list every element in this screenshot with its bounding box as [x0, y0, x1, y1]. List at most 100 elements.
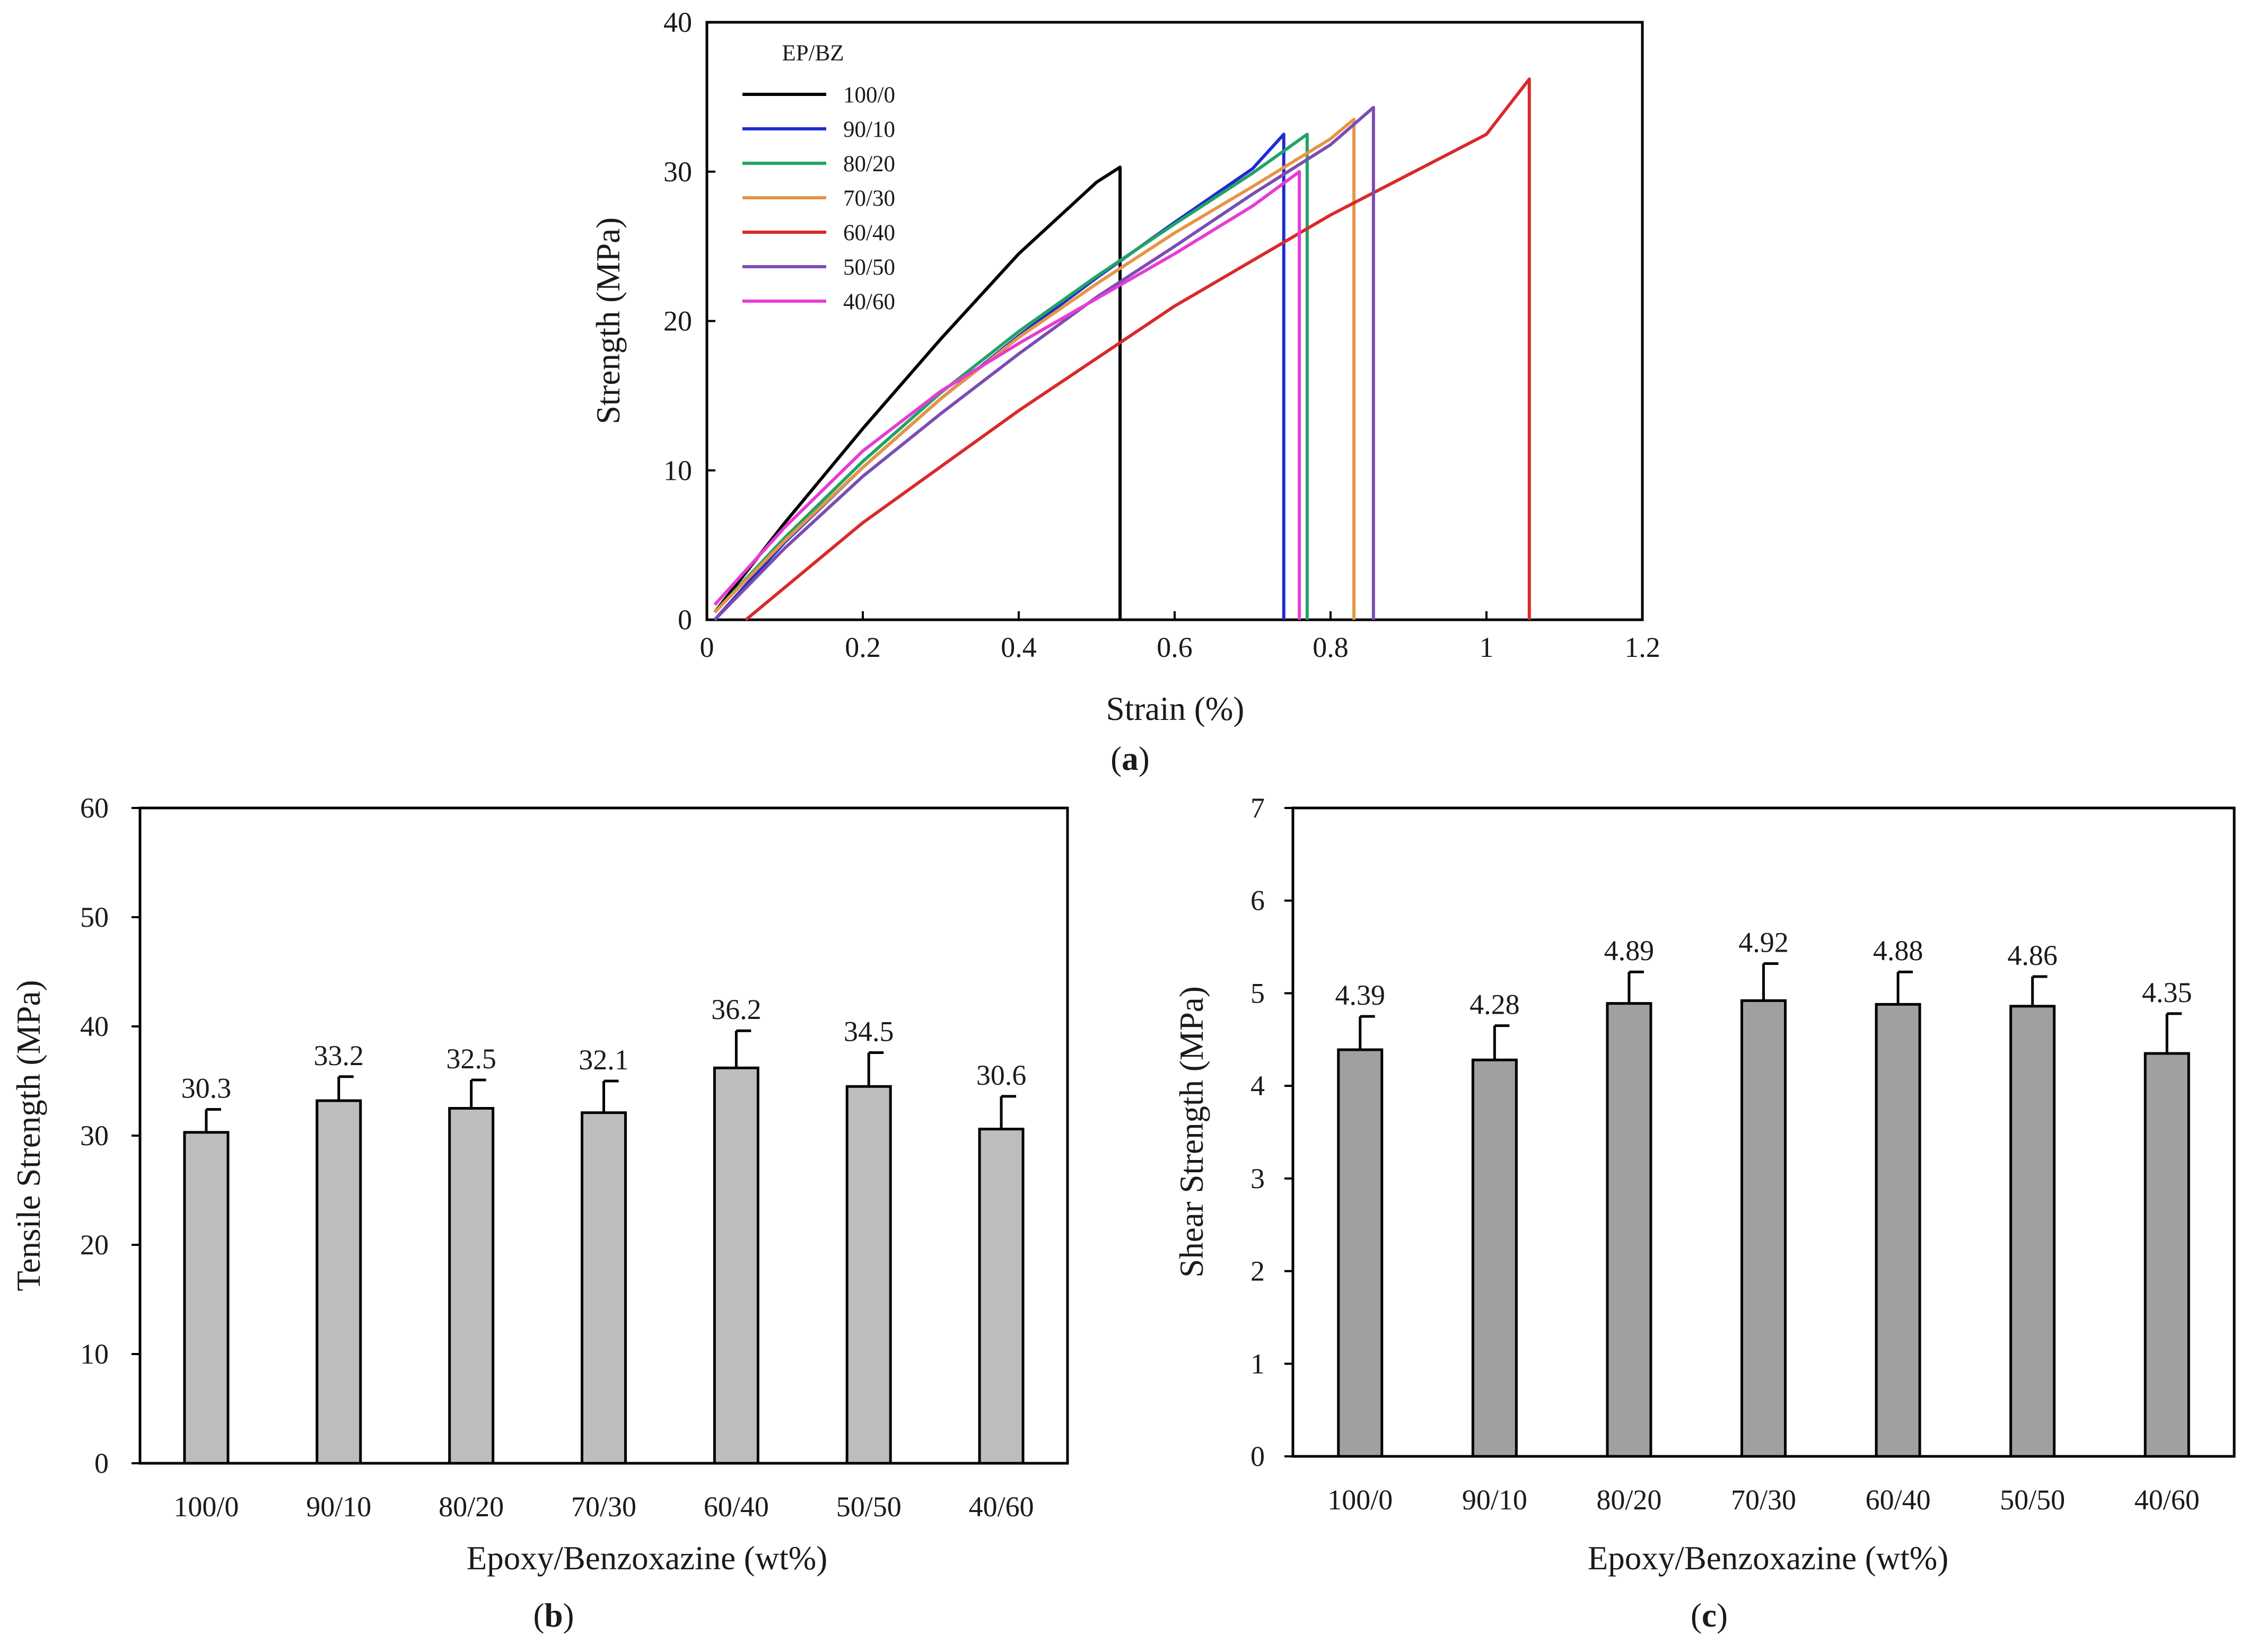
panel-a-label: (a) — [1110, 740, 1149, 777]
x-tick-label-50-50: 50/50 — [836, 1491, 902, 1523]
panel-c-bar-chart: 0 1 2 3 4 5 6 7 4.39 100/0 4.28 90/10 4.89 80/20 4.92… — [1173, 792, 2236, 1634]
panel-a-series-lines — [713, 77, 1531, 621]
value-label-50-50: 34.5 — [844, 1015, 894, 1047]
panel-b-y-axis-title: Tensile Strength (MPa) — [10, 980, 47, 1291]
panel-a-y-axis-title: Strength (MPa) — [590, 217, 627, 424]
y-tick-label: 0 — [1250, 1440, 1265, 1472]
legend-label-90-10: 90/10 — [843, 117, 895, 142]
bar-50-50 — [2009, 1005, 2056, 1458]
panel-b-label: (b) — [533, 1597, 574, 1634]
x-tick-label-100-0: 100/0 — [173, 1491, 239, 1523]
value-label-60-40: 4.88 — [1873, 935, 1923, 966]
y-tick-label: 30 — [663, 156, 692, 188]
value-label-100-0: 30.3 — [181, 1073, 232, 1104]
series-line-80-20 — [713, 133, 1309, 620]
legend-label-100-0: 100/0 — [843, 83, 895, 108]
bar-60-40 — [1875, 1003, 1921, 1458]
y-tick-label: 5 — [1250, 977, 1265, 1009]
series-line-70-30 — [713, 118, 1356, 620]
y-tick-label: 0 — [94, 1447, 109, 1479]
bar-70-30 — [1740, 999, 1787, 1458]
panel-b-tick-marks — [132, 807, 140, 1464]
legend-label-60-40: 60/40 — [843, 221, 895, 245]
panel-a-y-tick-labels: 0 10 20 30 40 — [663, 6, 692, 636]
panel-b-bars: 30.3 100/0 33.2 90/10 32.5 80/20 32.1 70/30 36.2… — [173, 994, 1034, 1523]
x-tick-label: 0.2 — [845, 631, 881, 663]
y-tick-label: 10 — [663, 454, 692, 486]
bar-70-30 — [581, 1111, 627, 1465]
y-tick-label: 50 — [80, 901, 109, 933]
value-label-60-40: 36.2 — [711, 994, 762, 1025]
y-tick-label: 4 — [1250, 1070, 1265, 1102]
panel-a-tick-marks — [706, 21, 1643, 621]
panel-c-bars: 4.39 100/0 4.28 90/10 4.89 80/20 4.92 70/30 4.88… — [1327, 927, 2199, 1516]
panel-a-legend: EP/BZ 100/0 90/10 80/20 70/30 60/40 50/50 40/6… — [742, 41, 895, 314]
panel-a-line-chart: 0 0.2 0.4 0.6 0.8 1 1.2 0 10 20 30 40 EP/BZ 100/0 9… — [590, 6, 1660, 777]
value-label-40-60: 4.35 — [2142, 977, 2192, 1008]
value-label-80-20: 32.5 — [446, 1043, 496, 1075]
panel-c-y-tick-labels: 0 1 2 3 4 5 6 7 — [1250, 792, 1265, 1472]
y-tick-label: 20 — [663, 305, 692, 337]
y-tick-label: 7 — [1250, 792, 1265, 824]
x-tick-label: 0 — [700, 631, 714, 663]
x-tick-label-50-50: 50/50 — [2000, 1484, 2065, 1516]
panel-c-x-axis-title: Epoxy/Benzoxazine (wt%) — [1588, 1540, 1949, 1577]
x-tick-label: 0.6 — [1157, 631, 1193, 663]
x-tick-label-100-0: 100/0 — [1327, 1484, 1393, 1516]
y-tick-label: 10 — [80, 1338, 109, 1370]
y-tick-label: 0 — [678, 604, 692, 636]
panel-b-y-tick-labels: 0 10 20 30 40 50 60 — [80, 792, 109, 1479]
x-tick-label: 0.4 — [1001, 631, 1037, 663]
series-line-60-40 — [745, 77, 1531, 621]
value-label-90-10: 4.28 — [1469, 989, 1520, 1021]
panel-a-x-tick-labels: 0 0.2 0.4 0.6 0.8 1 1.2 — [700, 631, 1660, 663]
x-tick-label-80-20: 80/20 — [439, 1491, 504, 1523]
x-tick-label-80-20: 80/20 — [1596, 1484, 1661, 1516]
value-label-100-0: 4.39 — [1335, 979, 1386, 1011]
x-tick-label: 1.2 — [1624, 631, 1660, 663]
x-tick-label-90-10: 90/10 — [1462, 1484, 1527, 1516]
value-label-50-50: 4.86 — [2007, 939, 2058, 971]
y-tick-label: 6 — [1250, 885, 1265, 917]
x-tick-label: 0.8 — [1313, 631, 1349, 663]
bar-50-50 — [845, 1085, 892, 1465]
panel-c-tick-marks — [1284, 807, 1293, 1457]
y-tick-label: 2 — [1250, 1255, 1265, 1287]
y-tick-label: 60 — [80, 792, 109, 824]
bar-80-20 — [1606, 1002, 1652, 1458]
series-line-100-0 — [713, 165, 1122, 620]
legend-label-40-60: 40/60 — [843, 289, 895, 314]
panel-b-x-axis-title: Epoxy/Benzoxazine (wt%) — [467, 1540, 828, 1577]
y-tick-label: 40 — [80, 1010, 109, 1042]
x-tick-label-40-60: 40/60 — [2134, 1484, 2200, 1516]
legend-title: EP/BZ — [782, 41, 844, 66]
panel-c-label: (c) — [1691, 1597, 1728, 1634]
y-tick-label: 30 — [80, 1120, 109, 1152]
x-tick-label-70-30: 70/30 — [571, 1491, 636, 1523]
y-tick-label: 3 — [1250, 1163, 1265, 1194]
x-tick-label-60-40: 60/40 — [704, 1491, 769, 1523]
x-tick-label-40-60: 40/60 — [969, 1491, 1034, 1523]
legend-label-50-50: 50/50 — [843, 255, 895, 280]
panel-b-bar-chart: 0 10 20 30 40 50 60 30.3 100/0 33.2 90/10 32.5 80/2… — [10, 792, 1069, 1634]
y-tick-label: 40 — [663, 6, 692, 38]
legend-label-80-20: 80/20 — [843, 152, 895, 177]
y-tick-label: 1 — [1250, 1348, 1265, 1379]
value-label-40-60: 30.6 — [976, 1059, 1027, 1091]
x-tick-label-60-40: 60/40 — [1866, 1484, 1931, 1516]
panel-c-y-axis-title: Shear Strength (MPa) — [1173, 986, 1210, 1277]
x-tick-label-70-30: 70/30 — [1731, 1484, 1796, 1516]
x-tick-label-90-10: 90/10 — [306, 1491, 371, 1523]
bar-100-0 — [1337, 1048, 1384, 1458]
series-line-40-60 — [713, 170, 1301, 620]
bar-40-60 — [978, 1128, 1025, 1465]
bar-90-10 — [316, 1099, 362, 1465]
bar-90-10 — [1471, 1058, 1518, 1458]
value-label-70-30: 4.92 — [1738, 927, 1789, 959]
panel-a-x-axis-title: Strain (%) — [1106, 690, 1245, 727]
x-tick-label: 1 — [1480, 631, 1494, 663]
value-label-80-20: 4.89 — [1604, 935, 1655, 966]
bar-60-40 — [713, 1066, 759, 1465]
bar-40-60 — [2144, 1052, 2190, 1458]
